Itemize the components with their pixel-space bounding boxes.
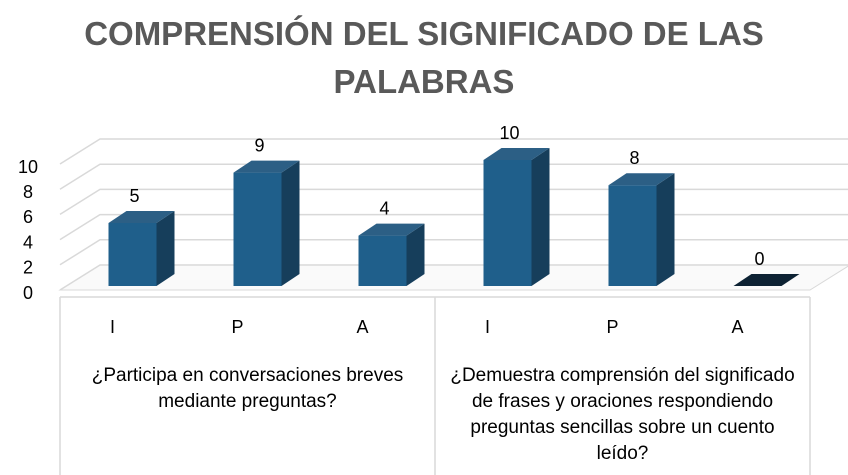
y-tick-label: 2 bbox=[23, 258, 33, 278]
grid-line bbox=[59, 138, 848, 165]
grid-line bbox=[59, 264, 848, 291]
group-label: ¿Participa en conversaciones breves medi… bbox=[91, 365, 404, 412]
y-tick-label: 6 bbox=[23, 207, 33, 227]
value-label: 4 bbox=[379, 198, 389, 218]
grid-line bbox=[59, 213, 848, 241]
bar-side bbox=[656, 173, 675, 286]
bar-top bbox=[358, 223, 425, 236]
grid-line bbox=[59, 163, 848, 190]
bar bbox=[358, 235, 407, 286]
bar bbox=[108, 223, 157, 286]
grid-line bbox=[59, 239, 848, 266]
floor bbox=[58, 264, 848, 291]
value-label: 0 bbox=[754, 249, 764, 269]
x-tick-label: I bbox=[485, 317, 490, 337]
bar-top bbox=[608, 173, 675, 186]
x-tick-label: A bbox=[731, 317, 743, 337]
y-tick-label: 4 bbox=[23, 232, 33, 252]
bar-top bbox=[108, 211, 175, 223]
chart-title: COMPRENSIÓN DEL SIGNIFICADO DE LAS PALAB… bbox=[84, 15, 764, 100]
bar-top bbox=[733, 274, 800, 286]
bar-side bbox=[406, 223, 425, 286]
bar-side bbox=[531, 148, 550, 286]
value-label: 5 bbox=[129, 186, 139, 206]
x-tick-label: P bbox=[606, 317, 618, 337]
x-tick-label: P bbox=[231, 317, 243, 337]
bar-top bbox=[483, 148, 550, 160]
y-tick-label: 0 bbox=[23, 283, 33, 303]
y-tick-label: 8 bbox=[23, 182, 33, 202]
bar bbox=[608, 185, 657, 286]
bar bbox=[483, 160, 532, 286]
value-label: 10 bbox=[499, 123, 519, 143]
grid-line bbox=[59, 188, 848, 216]
bar-side bbox=[281, 160, 300, 286]
x-tick-label: I bbox=[110, 317, 115, 337]
y-tick-label: 10 bbox=[18, 157, 38, 177]
bar-top bbox=[233, 160, 300, 173]
group-label: ¿Demuestra comprensión del significado d… bbox=[450, 365, 795, 464]
value-label: 9 bbox=[254, 135, 264, 155]
x-tick-label: A bbox=[356, 317, 368, 337]
bar-side bbox=[156, 211, 175, 286]
bar bbox=[233, 172, 282, 286]
value-label: 8 bbox=[629, 148, 639, 168]
